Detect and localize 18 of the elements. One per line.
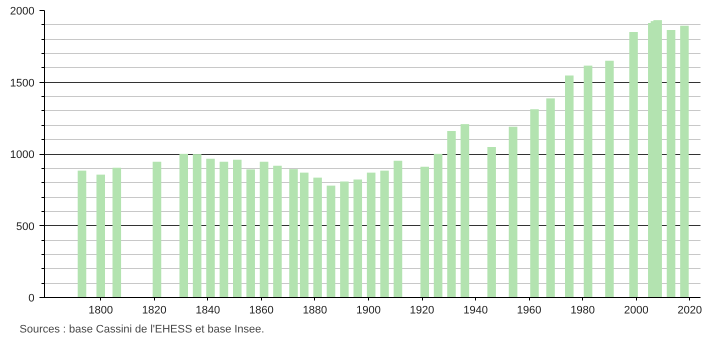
y-tick-label: 1000	[10, 149, 35, 161]
x-tick-label: 1980	[570, 304, 595, 316]
x-tick-label: 1880	[302, 304, 328, 316]
x-tick-label: 1820	[142, 304, 167, 316]
x-tick-label: 1800	[88, 304, 113, 316]
x-tick-label: 1900	[356, 304, 381, 316]
y-tick-label: 2000	[10, 6, 35, 18]
x-tick-label: 2000	[624, 304, 648, 316]
x-tick-label: 1860	[249, 304, 274, 316]
x-tick-label: 2020	[678, 304, 702, 316]
y-tick-label: 0	[28, 292, 35, 304]
y-tick-label: 1500	[10, 77, 35, 90]
source-note: Sources : base Cassini de l'EHESS et base Insee.	[20, 324, 264, 336]
x-tick-label: 1920	[410, 304, 434, 316]
x-tick-label: 1840	[196, 304, 220, 316]
x-tick-label: 1960	[516, 304, 542, 316]
y-tick-label: 500	[16, 220, 35, 233]
x-tick-label: 1940	[463, 304, 488, 316]
